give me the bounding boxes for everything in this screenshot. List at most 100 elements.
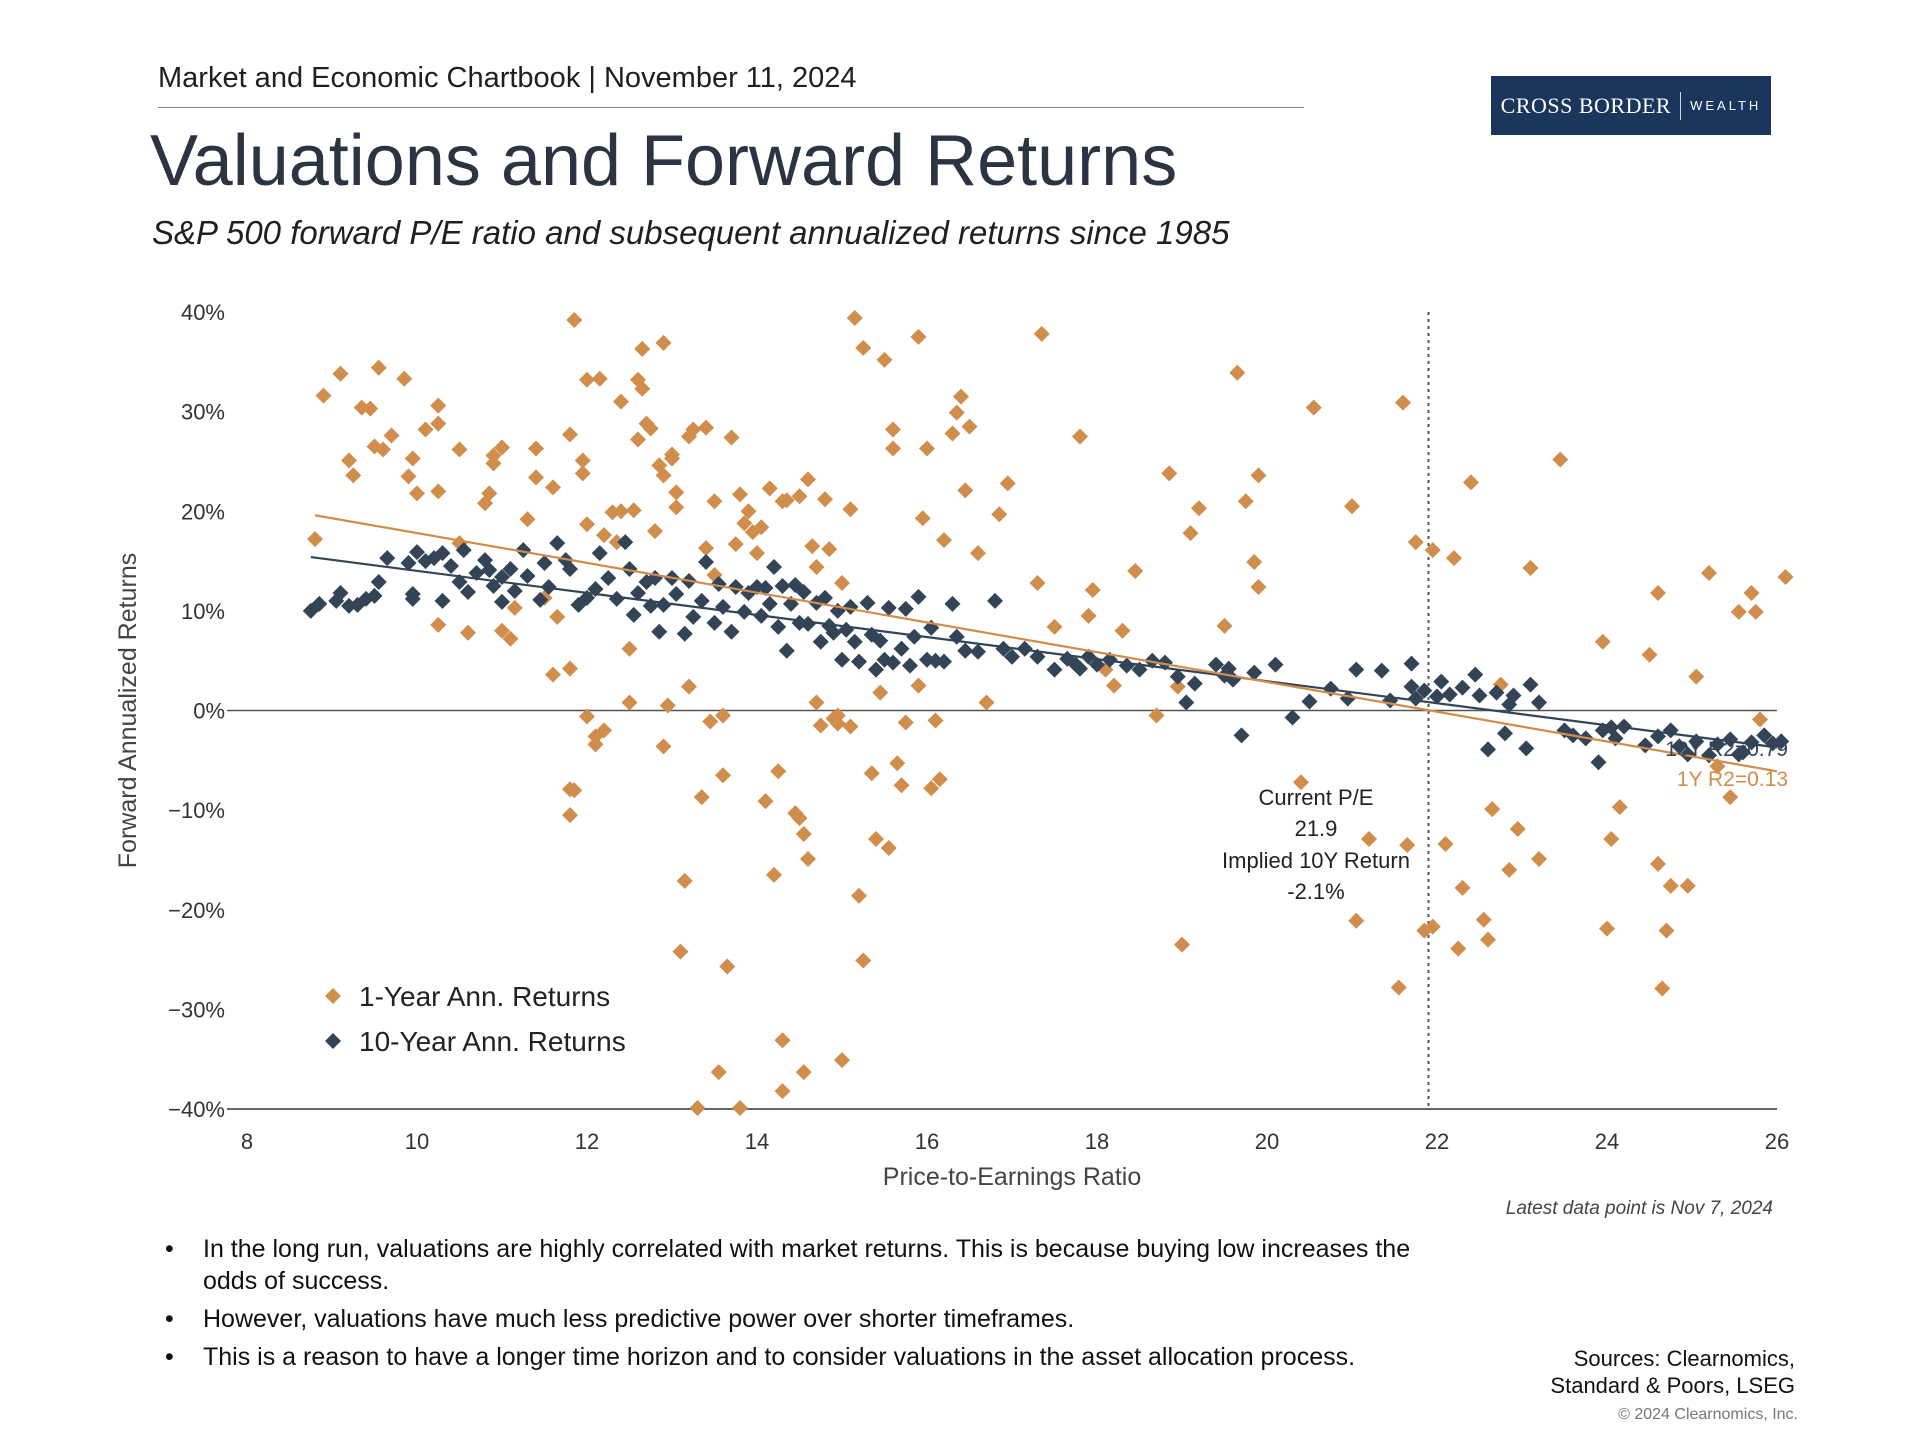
point-1y — [948, 404, 965, 421]
point-10y — [1407, 690, 1424, 707]
point-10y — [698, 554, 714, 571]
legend-item-10y-marker — [325, 1033, 341, 1049]
point-10y — [1590, 754, 1607, 771]
point-10y — [693, 592, 710, 609]
point-10y — [1441, 686, 1458, 703]
point-1y — [804, 538, 821, 555]
point-1y — [1752, 711, 1768, 728]
point-1y — [1072, 428, 1088, 445]
point-1y — [1475, 911, 1492, 928]
point-1y — [404, 450, 421, 467]
bullet-list: In the long run, valuations are highly c… — [165, 1233, 1415, 1379]
point-1y — [566, 782, 583, 799]
point-10y — [1373, 662, 1390, 679]
point-1y — [655, 738, 672, 755]
point-1y — [1641, 646, 1658, 663]
point-1y — [880, 839, 897, 856]
point-1y — [778, 492, 795, 509]
point-1y — [1293, 774, 1309, 791]
point-10y — [944, 595, 961, 612]
point-10y — [1467, 666, 1484, 683]
point-10y — [893, 640, 910, 657]
point-10y — [1186, 675, 1203, 692]
point-1y — [341, 452, 357, 469]
point-10y — [757, 579, 774, 596]
point-10y — [885, 654, 901, 671]
point-1y — [370, 359, 387, 376]
point-1y — [549, 608, 566, 625]
point-10y — [778, 642, 795, 659]
trendline-10y — [310, 555, 1778, 749]
point-1y — [774, 1083, 791, 1100]
point-1y — [1450, 940, 1467, 957]
point-1y — [795, 1064, 812, 1081]
point-1y — [834, 574, 850, 591]
point-1y — [1080, 607, 1097, 624]
point-1y — [1747, 603, 1764, 620]
point-10y — [1454, 679, 1471, 696]
point-10y — [685, 608, 702, 625]
point-10y — [715, 598, 731, 615]
point-1y — [876, 351, 893, 368]
bullet-item: However, valuations have much less predi… — [165, 1303, 1415, 1335]
point-1y — [1688, 668, 1705, 685]
point-1y — [851, 887, 867, 904]
annotation-current-pe-label: Current P/E — [1259, 785, 1374, 810]
point-1y — [740, 503, 757, 520]
point-10y — [434, 592, 451, 609]
point-10y — [1208, 656, 1224, 673]
point-1y — [630, 431, 646, 448]
point-1y — [1348, 912, 1365, 929]
point-10y — [443, 558, 459, 575]
point-1y — [855, 952, 872, 969]
point-10y — [379, 550, 396, 567]
y-tick-label: 0% — [193, 699, 225, 724]
point-10y — [400, 555, 417, 572]
point-1y — [1446, 550, 1462, 567]
point-1y — [919, 440, 935, 457]
y-axis-title: Forward Annualized Returns — [114, 553, 142, 868]
point-1y — [732, 1100, 748, 1117]
x-tick-label: 14 — [745, 1129, 769, 1154]
point-1y — [1161, 465, 1178, 482]
point-10y — [795, 583, 812, 600]
point-1y — [345, 467, 362, 484]
point-1y — [961, 418, 978, 435]
point-1y — [719, 958, 736, 975]
point-1y — [668, 484, 685, 501]
point-1y — [889, 755, 906, 772]
point-10y — [1004, 648, 1020, 665]
point-1y — [625, 502, 642, 519]
point-10y — [562, 561, 578, 578]
point-1y — [702, 713, 719, 730]
point-10y — [872, 632, 889, 649]
point-10y — [817, 589, 833, 606]
point-1y — [375, 441, 391, 458]
point-10y — [1505, 687, 1522, 704]
point-1y — [596, 527, 612, 544]
point-1y — [1611, 799, 1628, 816]
point-1y — [885, 440, 901, 457]
x-tick-label: 20 — [1255, 1129, 1279, 1154]
point-1y — [863, 765, 880, 782]
point-1y — [621, 694, 638, 711]
point-1y — [774, 1032, 791, 1049]
point-1y — [1484, 801, 1501, 818]
y-tick-label: −40% — [168, 1097, 225, 1122]
trendline-1y — [314, 514, 1778, 773]
point-1y — [1480, 931, 1496, 948]
point-10y — [851, 653, 867, 670]
point-1y — [770, 763, 787, 780]
logo-separator — [1680, 91, 1682, 120]
point-1y — [676, 872, 693, 889]
point-1y — [562, 426, 578, 443]
point-1y — [1182, 525, 1199, 542]
point-10y — [1169, 668, 1186, 685]
point-1y — [396, 370, 413, 387]
x-tick-label: 26 — [1765, 1129, 1789, 1154]
point-1y — [655, 467, 672, 484]
y-tick-label: −30% — [168, 997, 225, 1022]
point-1y — [1552, 451, 1569, 468]
point-1y — [1344, 498, 1360, 515]
point-1y — [587, 736, 604, 753]
